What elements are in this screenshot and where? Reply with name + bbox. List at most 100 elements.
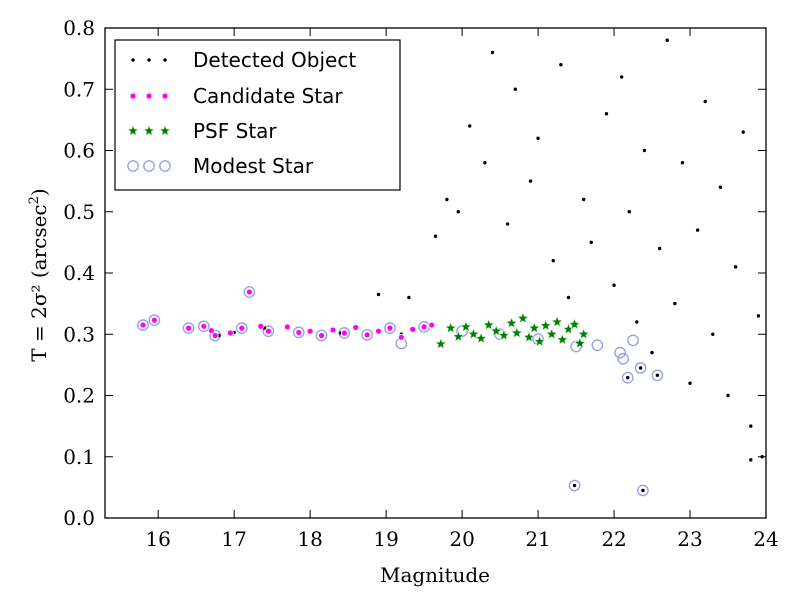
point-detected-object xyxy=(650,350,654,355)
y-tick-label: 0.3 xyxy=(63,322,95,346)
x-tick-label: 20 xyxy=(449,527,474,551)
point-candidate-star xyxy=(375,327,382,335)
point-detected-object xyxy=(673,301,677,306)
point-detected-object xyxy=(505,222,510,226)
point-detected-object xyxy=(680,161,685,165)
point-modest-star xyxy=(651,369,664,382)
point-psf-star xyxy=(539,319,552,331)
point-detected-object xyxy=(483,161,487,165)
legend-marker-psf-star xyxy=(126,124,140,137)
point-modest-star xyxy=(591,339,604,352)
point-detected-object xyxy=(711,332,715,336)
legend-marker-candidate-star xyxy=(161,92,169,100)
point-candidate-star xyxy=(295,329,303,336)
point-detected-object xyxy=(566,295,571,300)
plot-area xyxy=(137,38,764,497)
point-modest-star xyxy=(384,322,396,334)
point-candidate-star xyxy=(264,327,272,335)
legend-label-detected-object: Detected Object xyxy=(193,48,356,72)
y-tick-label: 0.4 xyxy=(63,261,95,285)
y-tick-label: 0.2 xyxy=(63,384,95,408)
x-tick-label: 22 xyxy=(601,527,626,551)
y-axis-label: T = 2σ² (arcsec2) xyxy=(27,188,51,361)
point-modest-star xyxy=(197,320,210,333)
point-detected-object xyxy=(749,458,753,462)
point-psf-star xyxy=(452,330,465,342)
point-detected-object xyxy=(657,246,662,251)
legend-item-candidate-star: Candidate Star xyxy=(129,84,343,108)
point-detected-object xyxy=(581,197,586,202)
x-axis-label: Magnitude xyxy=(380,563,490,587)
y-tick-label: 0.1 xyxy=(63,445,95,469)
point-candidate-star xyxy=(139,321,147,329)
point-detected-object xyxy=(665,38,669,42)
point-modest-star xyxy=(235,322,248,334)
y-tick-label: 0.5 xyxy=(63,200,95,224)
point-detected-object xyxy=(642,148,647,153)
y-axis-label-suffix: ) xyxy=(27,188,51,196)
point-psf-star xyxy=(556,333,569,345)
point-modest-star xyxy=(621,371,634,384)
x-tick-label: 16 xyxy=(145,527,170,551)
legend-marker-detected-object xyxy=(163,58,167,62)
point-psf-star xyxy=(505,316,518,329)
point-detected-object xyxy=(641,488,645,493)
point-detected-object xyxy=(467,124,472,128)
point-candidate-star xyxy=(211,332,219,339)
legend-label-psf-star: PSF Star xyxy=(193,119,277,143)
point-psf-star xyxy=(444,321,457,334)
point-candidate-star xyxy=(409,325,417,333)
point-modest-star xyxy=(182,322,195,334)
point-candidate-star xyxy=(207,327,215,334)
point-detected-object xyxy=(456,210,460,214)
x-tick-label: 19 xyxy=(373,527,398,551)
point-candidate-star xyxy=(200,322,208,330)
legend-marker-candidate-star xyxy=(129,92,137,100)
point-candidate-star xyxy=(306,327,314,335)
point-detected-object xyxy=(626,376,630,380)
x-tick-label: 17 xyxy=(221,527,246,551)
x-tick-label: 18 xyxy=(297,527,322,551)
point-detected-object xyxy=(749,424,753,428)
point-candidate-star xyxy=(329,326,337,334)
legend-marker-modest-star xyxy=(143,160,155,172)
point-psf-star xyxy=(577,327,590,340)
point-detected-object xyxy=(756,314,761,318)
series-candidate-star xyxy=(139,288,436,341)
point-detected-object xyxy=(445,197,449,202)
point-detected-object xyxy=(627,210,631,214)
legend-marker-modest-star xyxy=(159,160,171,172)
point-detected-object xyxy=(433,234,438,238)
point-detected-object xyxy=(718,185,723,189)
point-candidate-star xyxy=(352,324,360,331)
legend-marker-detected-object xyxy=(131,58,135,62)
x-tick-label: 24 xyxy=(753,527,778,551)
point-modest-star xyxy=(637,484,649,497)
point-detected-object xyxy=(407,295,411,300)
point-modest-star xyxy=(292,326,305,339)
point-psf-star xyxy=(510,326,523,339)
point-detected-object xyxy=(655,373,660,377)
point-detected-object xyxy=(376,292,381,297)
y-axis-label-prefix: T = 2σ² (arcsec xyxy=(27,204,51,361)
point-candidate-star xyxy=(245,288,253,296)
legend-item-modest-star: Modest Star xyxy=(127,154,314,178)
y-tick-label: 0.6 xyxy=(63,139,95,163)
point-psf-star xyxy=(434,337,447,350)
point-candidate-star xyxy=(428,321,436,329)
point-psf-star xyxy=(522,330,535,343)
point-detected-object xyxy=(688,381,692,385)
point-modest-star xyxy=(617,352,630,365)
point-modest-star xyxy=(315,329,328,342)
legend-marker-detected-object xyxy=(147,58,151,62)
point-psf-star xyxy=(475,332,488,344)
point-psf-star xyxy=(490,324,503,337)
point-modest-star xyxy=(627,334,639,347)
point-candidate-star xyxy=(238,324,246,332)
y-tick-label: 0.7 xyxy=(63,77,95,101)
point-psf-star xyxy=(459,320,472,333)
legend-box xyxy=(114,39,401,191)
point-candidate-star xyxy=(386,324,394,332)
point-detected-object xyxy=(741,130,745,134)
